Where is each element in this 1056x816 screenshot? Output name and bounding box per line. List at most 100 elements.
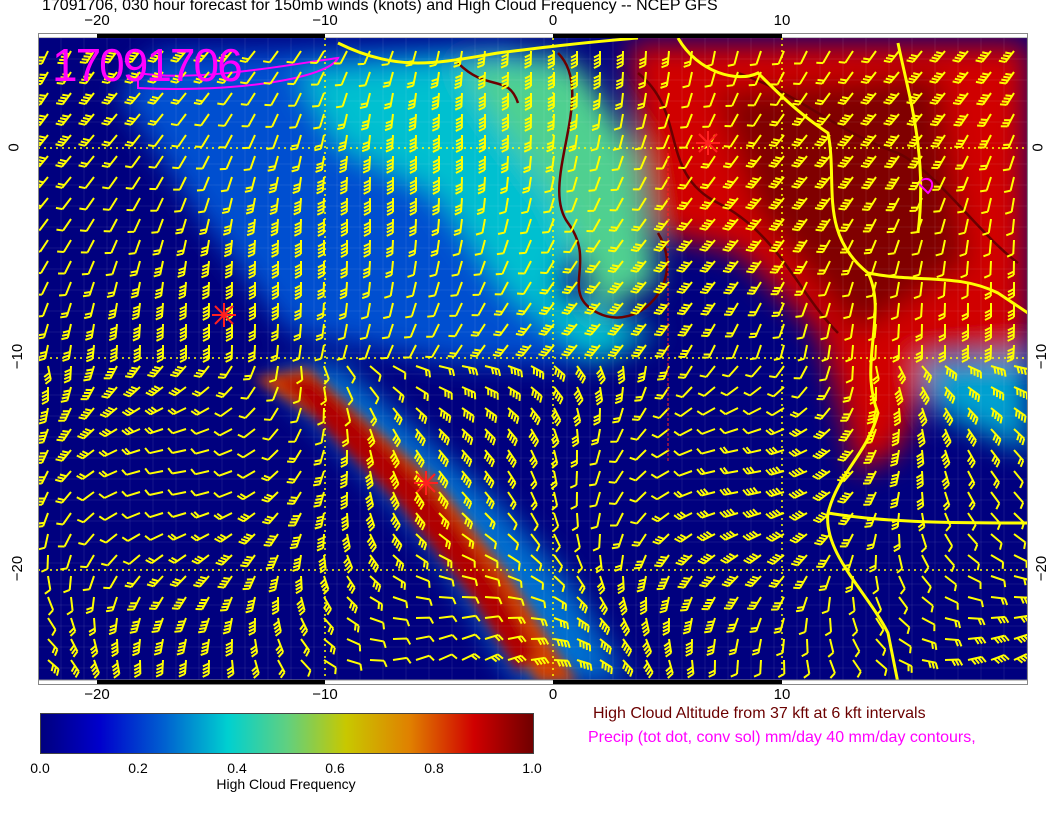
wind-barb xyxy=(665,659,674,679)
wind-barb xyxy=(700,155,716,169)
wind-barb xyxy=(88,617,97,637)
wind-barb xyxy=(507,491,517,510)
wind-barb xyxy=(864,512,877,528)
wind-barb xyxy=(223,239,233,258)
wind-barb xyxy=(83,365,95,382)
wind-barb xyxy=(561,323,578,336)
wind-barb xyxy=(343,554,354,574)
wind-barb xyxy=(611,533,624,550)
wind-barb xyxy=(860,134,877,147)
wind-barb xyxy=(838,512,854,526)
wind-barb xyxy=(860,92,877,105)
wind-barb xyxy=(788,488,808,499)
wind-barb xyxy=(408,239,417,258)
wind-barb xyxy=(272,617,282,637)
wind-barb xyxy=(742,486,762,496)
wind-barb xyxy=(673,449,693,457)
wind-barb xyxy=(915,470,924,490)
wind-barb xyxy=(852,638,861,658)
wind-barb xyxy=(791,218,808,232)
wind-barb xyxy=(931,155,946,170)
wind-barb xyxy=(898,575,906,595)
wind-barb xyxy=(392,575,407,590)
wind-barb xyxy=(124,365,141,379)
wind-barb xyxy=(380,344,394,360)
wind-barb xyxy=(773,344,785,361)
wind-barb xyxy=(530,386,543,403)
wind-barb xyxy=(629,449,647,461)
wind-barb xyxy=(78,407,95,420)
wind-barb xyxy=(884,176,900,190)
wind-barb xyxy=(484,428,496,446)
wind-barb xyxy=(788,467,808,478)
wind-barb xyxy=(550,470,558,490)
wind-barb xyxy=(341,428,350,448)
wind-barb xyxy=(1013,653,1028,664)
wind-barb xyxy=(79,50,95,64)
wind-barb xyxy=(217,113,233,127)
wind-barb xyxy=(237,428,256,439)
wind-barb xyxy=(296,596,306,616)
wind-barb xyxy=(57,50,72,65)
wind-barb xyxy=(313,113,325,130)
wind-barb xyxy=(708,659,716,678)
wind-barb xyxy=(389,470,400,490)
wind-barb xyxy=(630,260,647,273)
wind-barb xyxy=(437,449,449,468)
wind-barb xyxy=(916,449,925,469)
wind-barb xyxy=(562,260,578,274)
wind-barb xyxy=(147,92,164,105)
wind-barb xyxy=(793,365,808,380)
wind-barb xyxy=(530,617,549,627)
wind-barb xyxy=(61,323,72,341)
wind-barb xyxy=(493,302,509,316)
wind-barb xyxy=(984,302,992,321)
wind-barb xyxy=(677,365,693,379)
wind-barb xyxy=(961,344,969,363)
wind-barb xyxy=(589,491,601,508)
weather-map xyxy=(38,33,1028,685)
wind-barb xyxy=(944,554,956,573)
wind-barb xyxy=(863,239,877,255)
wind-barb xyxy=(452,239,463,257)
wind-barb xyxy=(38,302,49,318)
wind-barb xyxy=(323,596,332,616)
wind-barb xyxy=(553,596,568,611)
wind-barb xyxy=(722,197,739,210)
wind-barb xyxy=(653,260,670,273)
wind-barb xyxy=(111,659,121,679)
wind-barb xyxy=(893,533,901,553)
wind-barb xyxy=(652,407,670,420)
wind-barb xyxy=(839,533,854,548)
wind-barb xyxy=(408,113,417,132)
wind-barb xyxy=(83,302,95,320)
wind-barb xyxy=(699,197,716,210)
wind-barb xyxy=(286,50,302,64)
wind-barb xyxy=(78,92,95,105)
wind-barb xyxy=(243,155,256,172)
wind-barb xyxy=(496,239,509,256)
wind-barb xyxy=(990,365,1007,377)
wind-barb xyxy=(651,512,670,523)
wind-barb xyxy=(493,323,509,337)
wind-barb xyxy=(455,155,463,174)
wind-barb xyxy=(171,134,187,148)
wind-barb xyxy=(984,281,992,300)
wind-barb xyxy=(105,596,118,613)
wind-barb xyxy=(530,637,550,646)
wind-barb xyxy=(78,134,95,147)
lon-tick-bottom: −20 xyxy=(84,686,110,703)
wind-barb xyxy=(484,407,498,424)
wind-barb xyxy=(335,92,348,109)
wind-barb xyxy=(937,281,946,300)
wind-barb xyxy=(172,155,187,170)
wind-barb xyxy=(1013,365,1028,376)
wind-barb xyxy=(827,638,835,658)
wind-barb xyxy=(696,407,716,416)
wind-barb xyxy=(310,50,325,65)
wind-barb xyxy=(907,155,923,169)
wind-barb xyxy=(262,512,279,525)
wind-barb xyxy=(415,365,432,378)
wind-barb xyxy=(587,197,601,212)
wind-barb xyxy=(427,302,440,318)
